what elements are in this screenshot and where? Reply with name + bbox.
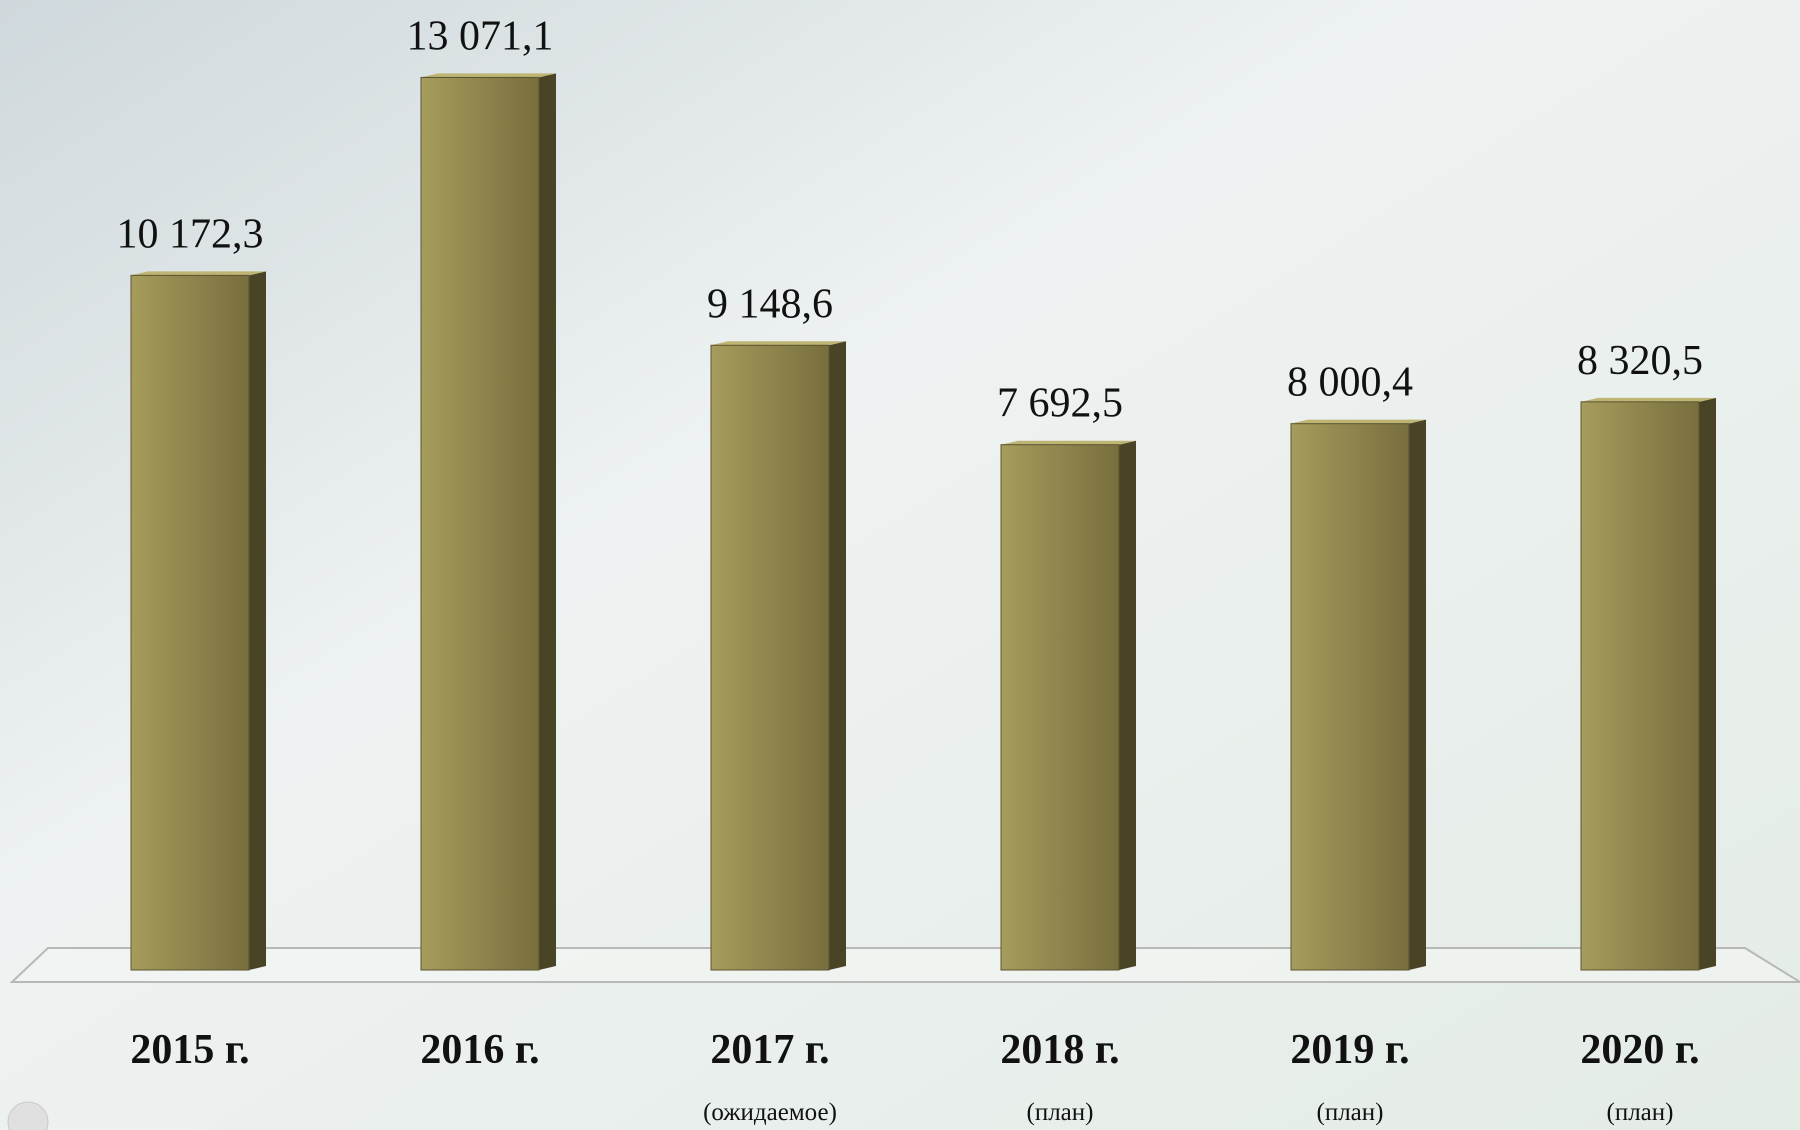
corner-icon [7,1101,49,1130]
value-label: 13 071,1 [407,13,554,59]
value-label: 8 000,4 [1287,360,1413,406]
bar [710,344,830,971]
bar-side [829,341,846,970]
bar-side [249,271,266,971]
x-tick-label: 2017 г. [710,1027,829,1073]
bar-side [1409,419,1426,970]
x-sub-label: (план) [1607,1099,1674,1126]
bar-side [1119,440,1136,970]
bar-top [1291,419,1426,424]
x-sub-label: (ожидаемое) [703,1099,837,1126]
x-tick-label: 2018 г. [1000,1027,1119,1073]
value-label: 9 148,6 [707,281,833,327]
bar [420,76,540,971]
value-label: 8 320,5 [1577,338,1703,384]
bar-side [539,73,556,970]
bar [130,274,250,971]
bar-top [711,341,846,346]
bar-top [1001,440,1136,445]
bar-top [131,271,266,276]
x-tick-label: 2015 г. [130,1027,249,1073]
x-sub-label: (план) [1317,1099,1384,1126]
value-label: 10 172,3 [117,211,264,257]
bar-side [1699,397,1716,970]
floor [9,947,1800,983]
bar-top [421,73,556,78]
x-tick-label: 2020 г. [1580,1027,1699,1073]
bar [1580,401,1700,971]
x-sub-label: (план) [1027,1099,1094,1126]
bar [1000,444,1120,971]
value-label: 7 692,5 [997,381,1123,427]
bar [1290,423,1410,971]
x-tick-label: 2019 г. [1290,1027,1409,1073]
bar-top [1581,397,1716,402]
x-tick-label: 2016 г. [420,1027,539,1073]
